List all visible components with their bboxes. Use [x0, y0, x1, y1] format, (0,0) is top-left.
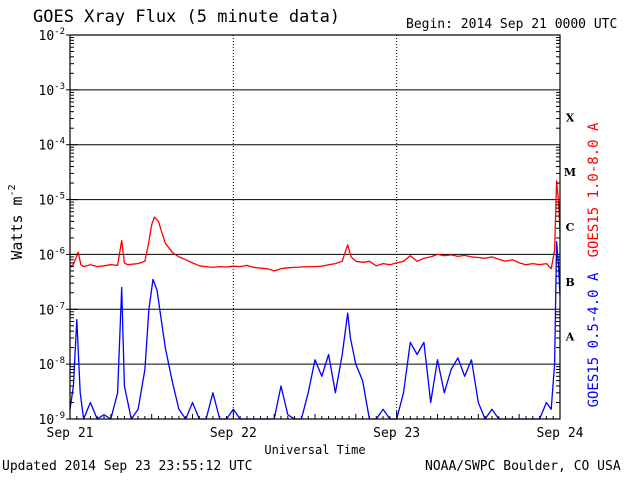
flare-class-label-C: C — [566, 221, 575, 234]
x-tick-label-0: Sep 21 — [47, 426, 94, 441]
y-tick-label-2: 10-7 — [39, 301, 66, 318]
x-tick-label-1: Sep 22 — [210, 426, 257, 441]
legend-series-0: GOES15 1.0-8.0 A — [586, 122, 602, 257]
y-tick-label-7: 10-2 — [39, 27, 66, 44]
begin-time-label: Begin: 2014 Sep 21 0000 UTC — [406, 17, 618, 32]
y-tick-label-1: 10-8 — [39, 356, 66, 373]
x-tick-label-2: Sep 23 — [373, 426, 420, 441]
flare-class-label-B: B — [565, 276, 574, 289]
x-axis-label: Universal Time — [264, 443, 365, 457]
x-tick-label-3: Sep 24 — [537, 426, 584, 441]
y-tick-label-3: 10-6 — [39, 246, 66, 263]
y-tick-label-0: 10-9 — [39, 411, 66, 428]
y-tick-label-6: 10-3 — [39, 82, 66, 99]
y-tick-label-4: 10-5 — [39, 192, 66, 209]
series-line-1 — [69, 241, 561, 420]
flare-class-label-X: X — [566, 111, 575, 124]
y-axis-label: Watts m-2 — [7, 184, 26, 259]
chart-title: GOES Xray Flux (5 minute data) — [33, 7, 341, 27]
credit-label: NOAA/SWPC Boulder, CO USA — [425, 459, 621, 474]
legend-series-1: GOES15 0.5-4.0 A — [586, 272, 602, 407]
y-tick-label-5: 10-4 — [39, 137, 66, 154]
updated-timestamp: Updated 2014 Sep 23 23:55:12 UTC — [2, 459, 253, 474]
flare-class-label-M: M — [564, 166, 576, 179]
flare-class-label-A: A — [565, 331, 575, 344]
series-line-0 — [69, 180, 561, 272]
